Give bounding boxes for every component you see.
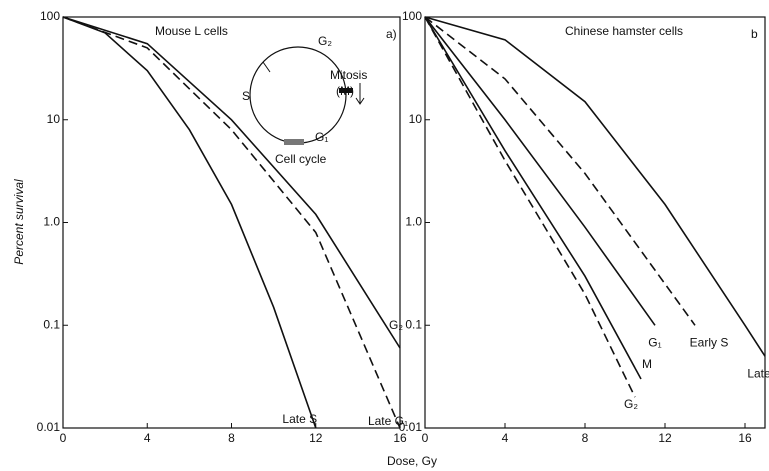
x-tick-label: 8 — [228, 431, 235, 445]
series-label: G₁ — [648, 335, 661, 349]
curve — [62, 16, 317, 429]
series-label: M — [642, 357, 652, 371]
arrow-head — [355, 97, 365, 105]
y-tick-label: 0.01 — [37, 420, 61, 434]
panel-label: a) — [386, 27, 397, 41]
x-tick-label: 12 — [309, 431, 323, 445]
x-tick-label: 0 — [422, 431, 429, 445]
y-tick-label: 1.0 — [405, 215, 422, 229]
panel-label: b — [751, 27, 758, 41]
inset-label: Mitosis — [330, 68, 367, 82]
x-tick-label: 4 — [144, 431, 151, 445]
inset-label: G₂ — [318, 34, 332, 48]
panel-title: Chinese hamster cells — [565, 24, 683, 38]
series-label: Late S — [282, 412, 317, 426]
curve — [424, 16, 636, 398]
curve — [424, 16, 766, 357]
x-tick-label: 4 — [502, 431, 509, 445]
y-tick-label: 100 — [40, 9, 60, 23]
curve — [424, 16, 696, 326]
x-tick-label: 16 — [738, 431, 752, 445]
y-tick-label: 0.1 — [43, 317, 60, 331]
series-label: G₂ — [389, 318, 403, 332]
series-label: Late G₁ — [368, 414, 408, 428]
curve — [62, 16, 401, 429]
series-label: Late — [747, 366, 769, 380]
inset-label: Cell cycle — [275, 152, 327, 166]
y-tick-label: 10 — [409, 112, 423, 126]
x-tick-label: 16 — [393, 431, 407, 445]
g1-marker — [284, 139, 304, 145]
x-axis-label: Dose, Gy — [387, 454, 437, 468]
cell-cycle-inset: G₂ S Mitosis (M) G₁ Cell cycle — [242, 34, 367, 166]
curve — [424, 16, 642, 380]
cycle-circle — [249, 46, 347, 144]
series-label: Early S — [690, 335, 729, 349]
plot-frame — [424, 16, 766, 429]
cycle-marker — [262, 61, 271, 73]
x-tick-label: 8 — [582, 431, 589, 445]
inset-label: S — [242, 89, 250, 103]
mitosis-marker — [339, 88, 353, 93]
series-label: G₂ — [624, 397, 638, 411]
y-tick-label: 10 — [47, 112, 61, 126]
inset-label: (M) — [336, 84, 354, 98]
panel-title: Mouse L cells — [155, 24, 228, 38]
x-tick-label: 12 — [658, 431, 672, 445]
curve — [424, 16, 656, 326]
y-tick-label: 0.1 — [405, 317, 422, 331]
inset-label: G₁ — [315, 130, 328, 144]
y-tick-label: 0.01 — [399, 420, 423, 434]
curve — [62, 16, 401, 349]
y-axis-label: Percent survival — [12, 179, 26, 265]
y-tick-label: 1.0 — [43, 215, 60, 229]
x-tick-label: 0 — [60, 431, 67, 445]
y-tick-label: 100 — [402, 9, 422, 23]
